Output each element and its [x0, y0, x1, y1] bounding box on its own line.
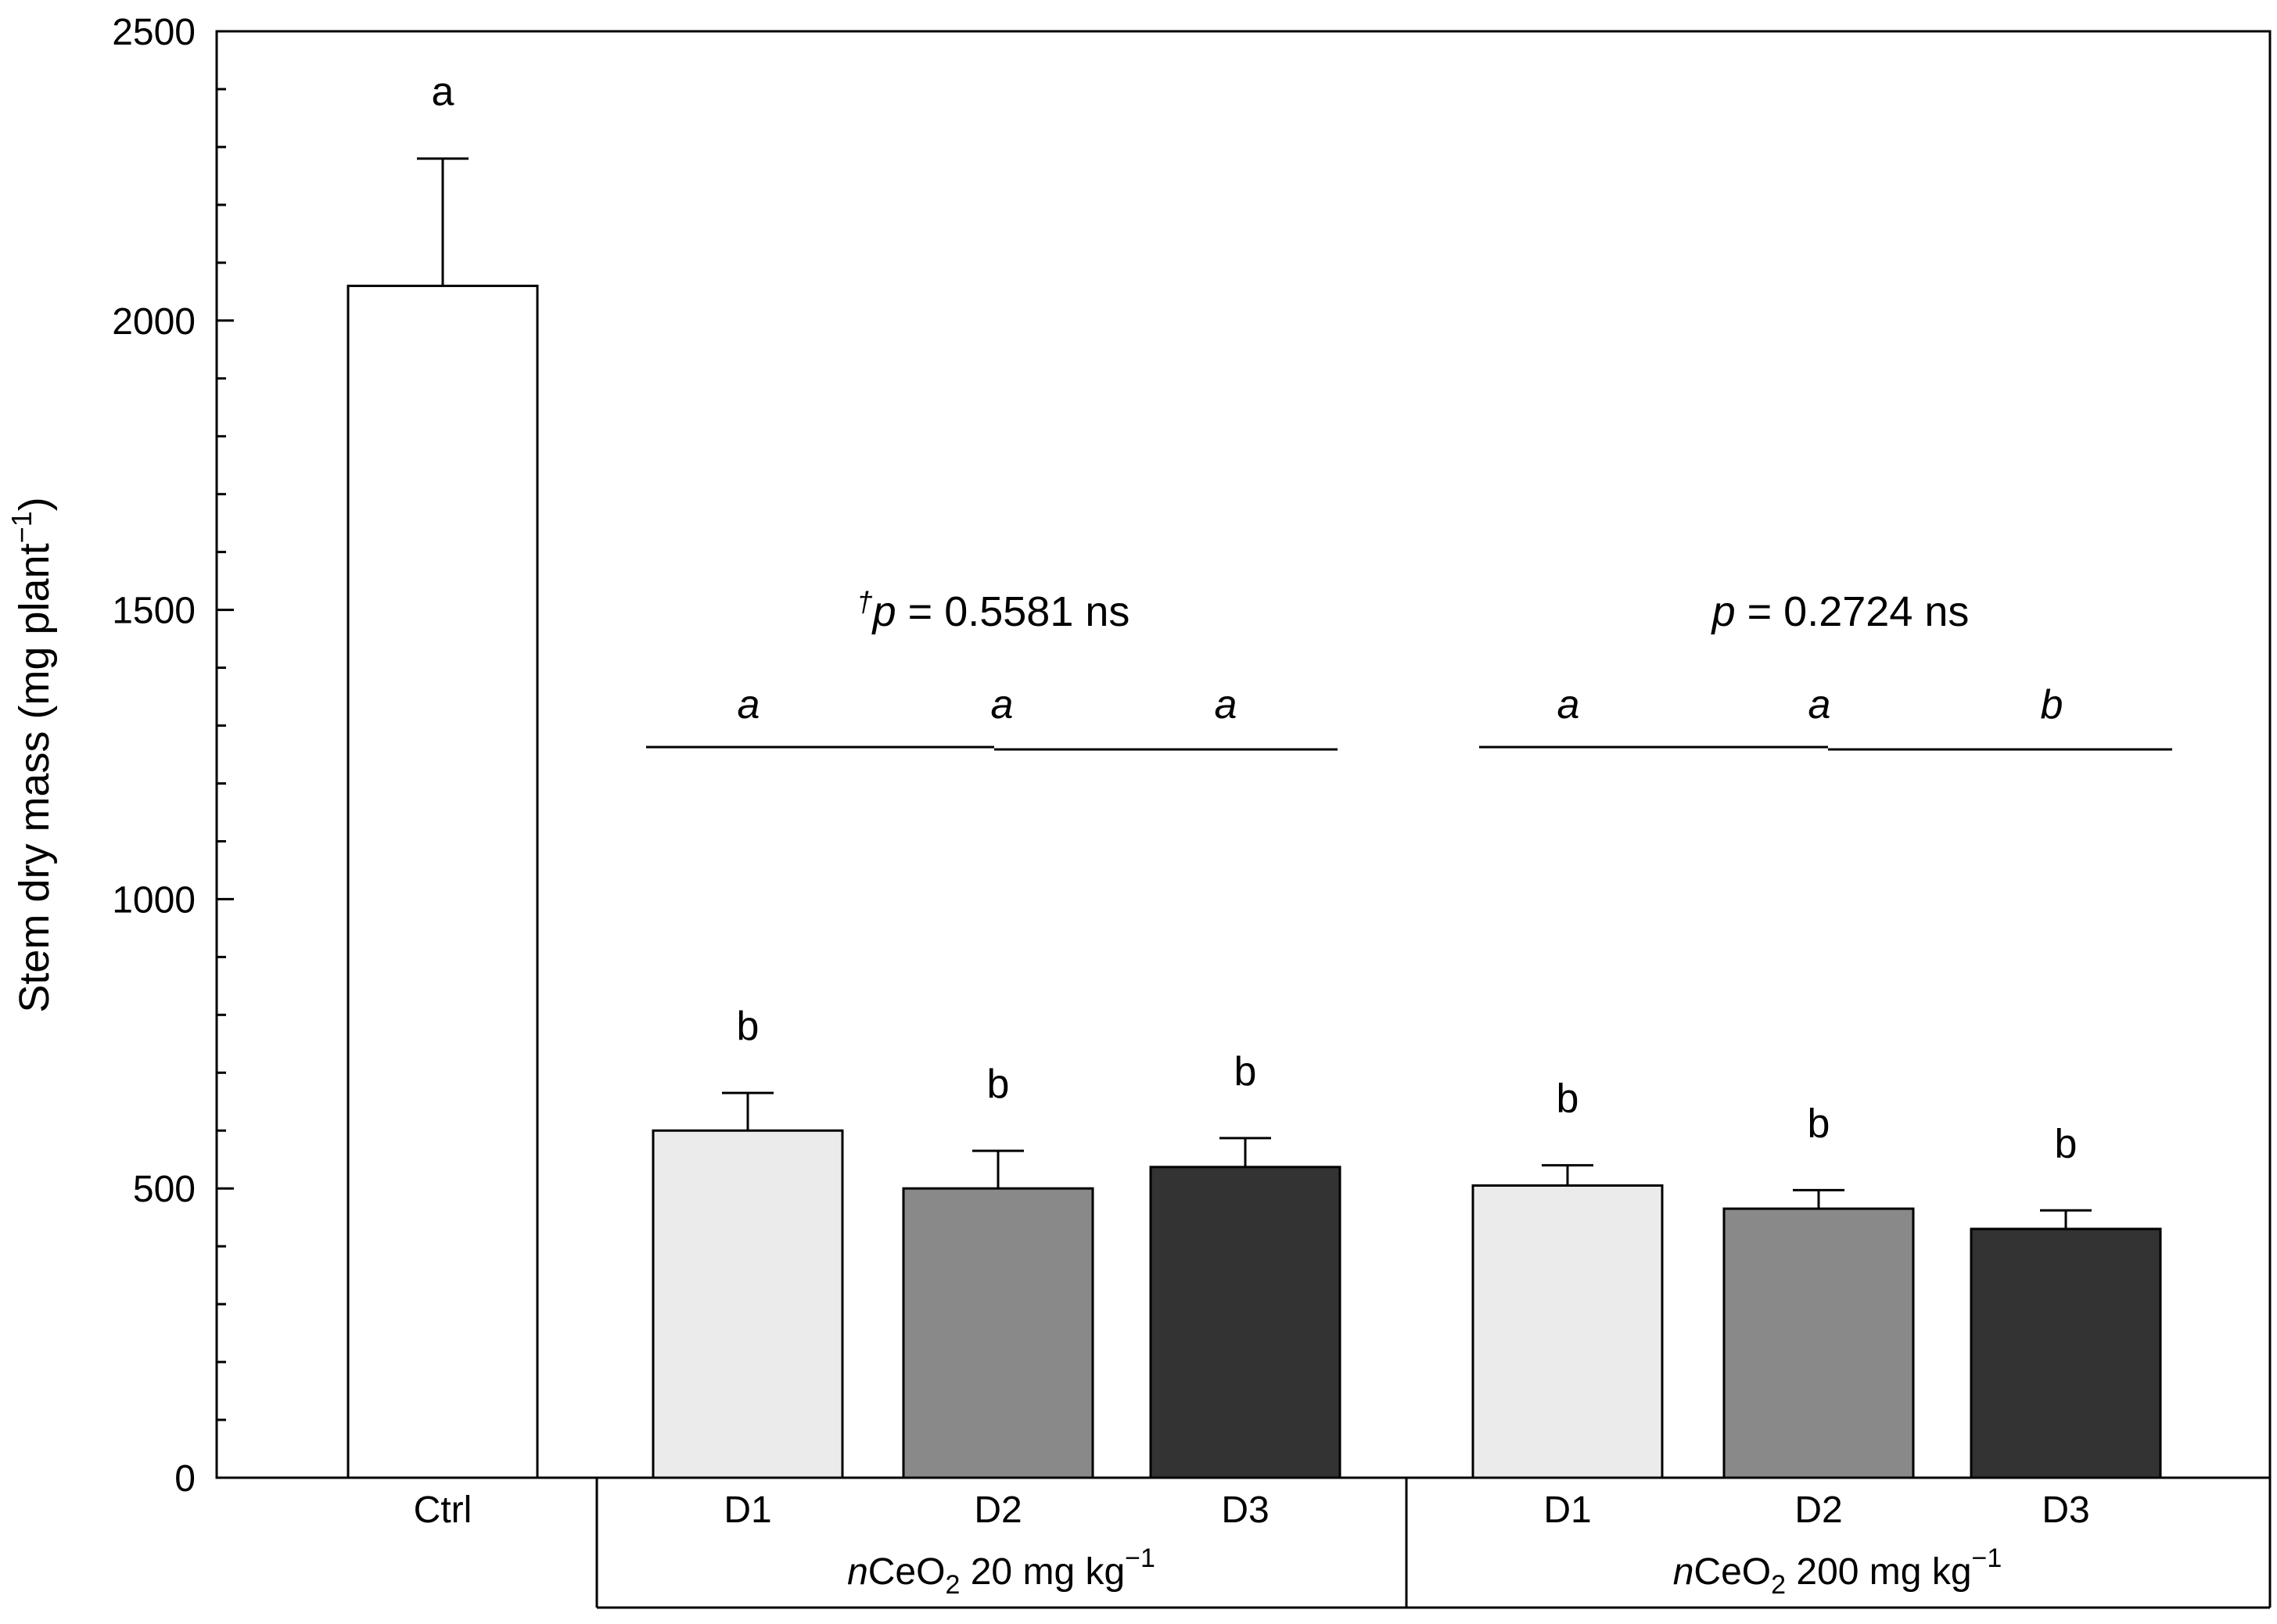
bar-letter: b: [2055, 1121, 2078, 1166]
group-label-200-rest: 200 mg kg: [1786, 1551, 1971, 1593]
group-boxes: [595, 1478, 2272, 1609]
bar-letter: a: [432, 70, 454, 115]
within-letter: a: [1808, 682, 1831, 728]
group-label-20-rest: 20 mg kg: [960, 1551, 1125, 1593]
within-letter: a: [1557, 682, 1580, 728]
group-label-20-prefix: n: [847, 1551, 868, 1593]
group-label-200-main: CeO: [1693, 1551, 1771, 1593]
bar: [652, 1129, 844, 1479]
x-tick-label: Ctrl: [414, 1489, 472, 1531]
bar-letter: b: [1557, 1076, 1579, 1122]
group-label-200-sup: −1: [1972, 1543, 2002, 1573]
y-tick-label: 1500: [112, 591, 196, 632]
bar: [1722, 1207, 1915, 1479]
x-tick-label: D3: [2042, 1489, 2089, 1531]
within-group-letters: a a a a a b: [738, 682, 2063, 728]
group-label-20: nCeO2 20 mg kg−1: [847, 1543, 1155, 1600]
x-tick-label: D1: [724, 1489, 771, 1531]
y-axis-ticks: 0 500 1000 1500 2000 2500: [112, 12, 234, 1500]
group-label-20-main: CeO: [868, 1551, 946, 1593]
p-value-200: p = 0.2724 ns: [1711, 588, 1970, 635]
bar: [347, 284, 539, 1479]
p-value-20-dagger: †: [857, 586, 873, 618]
x-tick-label: D2: [974, 1489, 1022, 1531]
within-letter: b: [2041, 682, 2063, 728]
y-tick-label: 500: [133, 1169, 196, 1210]
y-tick-label: 2500: [112, 12, 196, 53]
p-value-20-symbol: p: [871, 588, 896, 635]
bars-layer: a Ctrl b D1 b D2 b D3 b D1 b D2 b D3: [347, 70, 2162, 1531]
y-axis-label-close: ): [11, 497, 58, 511]
bar-letter: b: [737, 1004, 760, 1049]
bar: [1149, 1166, 1341, 1479]
bar: [1471, 1184, 1664, 1479]
x-tick-label: D1: [1543, 1489, 1591, 1531]
group-label-200: nCeO2 200 mg kg−1: [1673, 1543, 2002, 1600]
bar: [1970, 1227, 2162, 1479]
y-axis-label-superscript: −1: [5, 511, 38, 543]
p-value-200-symbol: p: [1711, 588, 1736, 635]
within-letter: a: [1215, 682, 1237, 728]
y-tick-label: 2000: [112, 301, 196, 343]
y-tick-label: 1000: [112, 879, 196, 921]
within-group-lines: [646, 746, 2172, 751]
y-axis-label: Stem dry mass (mg plant−1): [5, 497, 58, 1012]
bar-letter: b: [1234, 1049, 1257, 1094]
x-tick-label: D2: [1794, 1489, 1842, 1531]
p-value-200-text: = 0.2724 ns: [1736, 588, 1970, 635]
p-value-20-text: = 0.5581 ns: [896, 588, 1130, 635]
bar: [902, 1187, 1094, 1479]
within-letter: a: [991, 682, 1014, 728]
bar-letter: b: [1808, 1101, 1830, 1146]
p-value-20: †p = 0.5581 ns: [857, 586, 1130, 635]
bar-letter: b: [987, 1062, 1010, 1107]
group-label-200-prefix: n: [1673, 1551, 1694, 1593]
group-label-20-sup: −1: [1125, 1543, 1155, 1573]
within-letter: a: [738, 682, 760, 728]
group-label-20-sub: 2: [945, 1570, 960, 1600]
y-tick-label: 0: [174, 1458, 196, 1500]
y-axis-label-text: Stem dry mass (mg plant: [11, 543, 58, 1012]
group-label-200-sub: 2: [1771, 1570, 1786, 1600]
x-tick-label: D3: [1221, 1489, 1269, 1531]
